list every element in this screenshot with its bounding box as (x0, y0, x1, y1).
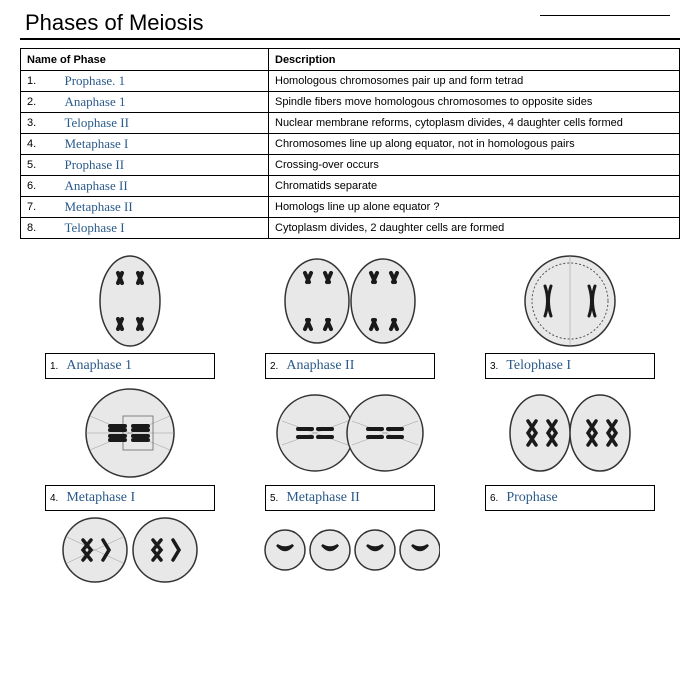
row-num: 2. (21, 92, 39, 113)
table-row: 5. Prophase II Crossing-over occurs (21, 155, 680, 176)
row-phase: Anaphase 1 (39, 92, 269, 113)
col-header-desc: Description (269, 49, 680, 71)
row-num: 3. (21, 113, 39, 134)
diagram-cell-2: 2.Anaphase II (245, 251, 455, 379)
diagram-cell-3: 3.Telophase I (465, 251, 675, 379)
col-header-phase: Name of Phase (21, 49, 269, 71)
diagram-label-4: 4.Metaphase I (45, 485, 215, 511)
phase-table: Name of Phase Description 1. Prophase. 1… (20, 48, 680, 239)
diagram-label-1: 1.Anaphase 1 (45, 353, 215, 379)
row-num: 5. (21, 155, 39, 176)
table-row: 1. Prophase. 1 Homologous chromosomes pa… (21, 71, 680, 92)
row-num: 6. (21, 176, 39, 197)
row-desc: Homologs line up alone equator ? (269, 197, 680, 218)
header-blank-line (540, 15, 670, 16)
row-desc: Chromosomes line up along equator, not i… (269, 134, 680, 155)
row-num: 8. (21, 218, 39, 239)
row-phase: Prophase II (39, 155, 269, 176)
row-num: 4. (21, 134, 39, 155)
table-row: 3. Telophase II Nuclear membrane reforms… (21, 113, 680, 134)
row-phase: Telophase II (39, 113, 269, 134)
row-phase: Metaphase II (39, 197, 269, 218)
diagram-grid: 1.Anaphase 1 2.Anaphase II (20, 251, 680, 511)
row-desc: Spindle fibers move homologous chromosom… (269, 92, 680, 113)
diagram-label-5: 5.Metaphase II (265, 485, 435, 511)
diagram-cell-1: 1.Anaphase 1 (25, 251, 235, 379)
row-desc: Chromatids separate (269, 176, 680, 197)
diagram-cell-7 (25, 515, 235, 585)
diagram-cell-8 (245, 515, 455, 585)
row-num: 7. (21, 197, 39, 218)
table-row: 7. Metaphase II Homologs line up alone e… (21, 197, 680, 218)
table-row: 8. Telophase I Cytoplasm divides, 2 daug… (21, 218, 680, 239)
diagram-row-4 (20, 515, 680, 585)
diagram-cell-6: 6.Prophase (465, 383, 675, 511)
table-row: 6. Anaphase II Chromatids separate (21, 176, 680, 197)
row-phase: Telophase I (39, 218, 269, 239)
row-phase: Metaphase I (39, 134, 269, 155)
diagram-label-2: 2.Anaphase II (265, 353, 435, 379)
table-row: 2. Anaphase 1 Spindle fibers move homolo… (21, 92, 680, 113)
diagram-cell-4: 4.Metaphase I (25, 383, 235, 511)
table-row: 4. Metaphase I Chromosomes line up along… (21, 134, 680, 155)
row-desc: Cytoplasm divides, 2 daughter cells are … (269, 218, 680, 239)
row-desc: Homologous chromosomes pair up and form … (269, 71, 680, 92)
diagram-label-3: 3.Telophase I (485, 353, 655, 379)
row-phase: Prophase. 1 (39, 71, 269, 92)
row-phase: Anaphase II (39, 176, 269, 197)
row-desc: Nuclear membrane reforms, cytoplasm divi… (269, 113, 680, 134)
diagram-cell-5: 5.Metaphase II (245, 383, 455, 511)
diagram-label-6: 6.Prophase (485, 485, 655, 511)
row-num: 1. (21, 71, 39, 92)
row-desc: Crossing-over occurs (269, 155, 680, 176)
